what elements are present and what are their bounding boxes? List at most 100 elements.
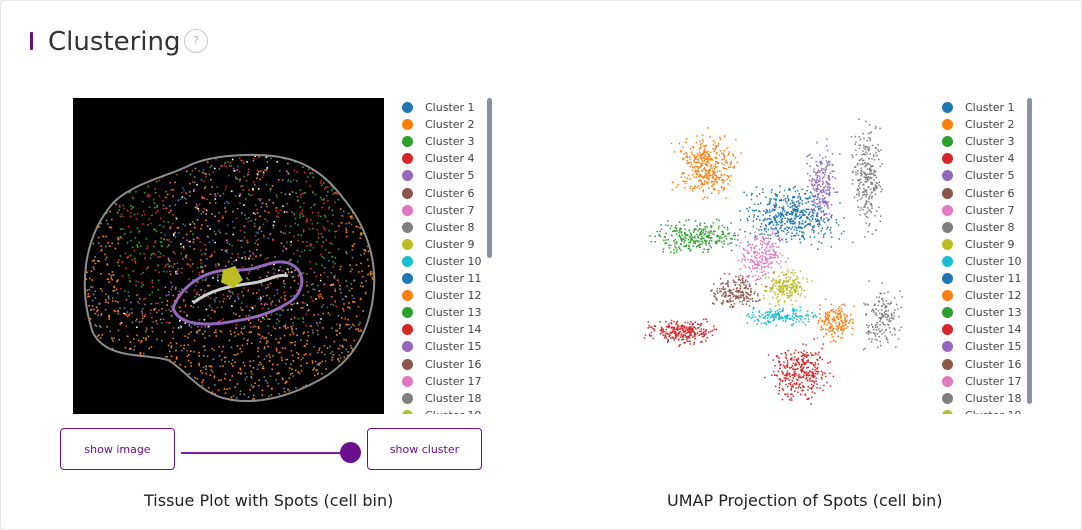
tissue-legend-item[interactable]: Cluster 12 — [402, 287, 482, 304]
legend-dot-icon — [942, 307, 953, 319]
legend-label: Cluster 4 — [425, 152, 475, 166]
legend-dot-icon — [942, 187, 953, 199]
legend-label: Cluster 17 — [965, 374, 1022, 388]
tissue-legend-item[interactable]: Cluster 19 — [402, 407, 482, 414]
tissue-legend-item[interactable]: Cluster 11 — [402, 270, 482, 287]
tissue-plot-canvas — [83, 153, 376, 403]
tissue-legend-item[interactable]: Cluster 18 — [402, 390, 482, 407]
tissue-outline — [83, 153, 376, 403]
legend-dot-icon — [942, 170, 953, 182]
legend-dot-icon — [402, 392, 413, 404]
tissue-legend-item[interactable]: Cluster 17 — [402, 373, 482, 390]
tissue-legend-item[interactable]: Cluster 14 — [402, 321, 482, 338]
legend-dot-icon — [942, 409, 953, 414]
legend-dot-icon — [402, 119, 413, 131]
legend-dot-icon — [402, 136, 413, 148]
legend-dot-icon — [942, 324, 953, 336]
legend-label: Cluster 6 — [965, 186, 1015, 200]
legend-label: Cluster 12 — [965, 289, 1022, 303]
tissue-legend-item[interactable]: Cluster 3 — [402, 133, 475, 150]
legend-dot-icon — [942, 119, 953, 131]
tissue-legend-item[interactable]: Cluster 1 — [402, 99, 475, 116]
legend-dot-icon — [402, 307, 413, 319]
tissue-legend-item[interactable]: Cluster 10 — [402, 253, 482, 270]
legend-dot-icon — [402, 238, 413, 250]
tissue-plot[interactable] — [73, 98, 384, 414]
legend-dot-icon — [942, 273, 953, 284]
legend-dot-icon — [942, 255, 953, 267]
show-image-button[interactable]: show image — [60, 428, 175, 470]
legend-dot-icon — [942, 290, 953, 302]
legend-dot-icon — [942, 102, 953, 113]
tissue-legend-scrollbar[interactable] — [487, 98, 492, 258]
tissue-legend-item[interactable]: Cluster 4 — [402, 150, 475, 167]
legend-label: Cluster 7 — [425, 203, 475, 217]
legend-label: Cluster 1 — [425, 101, 475, 114]
tissue-legend-item[interactable]: Cluster 2 — [402, 116, 475, 133]
legend-label: Cluster 5 — [965, 169, 1015, 183]
umap-legend-item[interactable]: Cluster 10 — [942, 253, 1022, 270]
tissue-legend-item[interactable]: Cluster 7 — [402, 202, 475, 219]
umap-plot-canvas — [643, 118, 903, 405]
legend-dot-icon — [402, 341, 413, 353]
legend-label: Cluster 9 — [425, 237, 475, 251]
show-cluster-button[interactable]: show cluster — [367, 428, 482, 470]
legend-label: Cluster 15 — [965, 340, 1022, 354]
section-title: Clustering — [48, 27, 181, 57]
umap-legend-item[interactable]: Cluster 15 — [942, 338, 1022, 355]
legend-dot-icon — [942, 153, 953, 165]
legend-label: Cluster 17 — [425, 374, 482, 388]
legend-label: Cluster 4 — [965, 152, 1015, 166]
legend-dot-icon — [942, 238, 953, 250]
tissue-legend-item[interactable]: Cluster 16 — [402, 356, 482, 373]
tissue-legend-item[interactable]: Cluster 13 — [402, 304, 482, 321]
slider-knob[interactable] — [340, 442, 361, 463]
legend-dot-icon — [402, 409, 413, 414]
umap-legend-item[interactable]: Cluster 2 — [942, 116, 1015, 133]
tissue-legend-item[interactable]: Cluster 15 — [402, 338, 482, 355]
legend-label: Cluster 6 — [425, 186, 475, 200]
legend-label: Cluster 7 — [965, 203, 1015, 217]
umap-legend-item[interactable]: Cluster 7 — [942, 202, 1015, 219]
tissue-legend-item[interactable]: Cluster 5 — [402, 167, 475, 184]
umap-legend-item[interactable]: Cluster 11 — [942, 270, 1022, 287]
umap-legend-item[interactable]: Cluster 8 — [942, 219, 1015, 236]
legend-dot-icon — [402, 102, 413, 113]
umap-legend-item[interactable]: Cluster 16 — [942, 356, 1022, 373]
umap-legend-item[interactable]: Cluster 12 — [942, 287, 1022, 304]
legend-label: Cluster 19 — [965, 409, 1022, 414]
umap-legend-scrollbar[interactable] — [1027, 98, 1032, 404]
umap-legend-item[interactable]: Cluster 19 — [942, 407, 1022, 414]
help-icon[interactable]: ? — [184, 29, 208, 53]
umap-plot[interactable] — [641, 106, 921, 416]
legend-dot-icon — [942, 136, 953, 148]
umap-legend-item[interactable]: Cluster 18 — [942, 390, 1022, 407]
tissue-legend-item[interactable]: Cluster 6 — [402, 185, 475, 202]
tissue-inner-ring — [171, 260, 304, 326]
umap-legend-item[interactable]: Cluster 14 — [942, 321, 1022, 338]
legend-label: Cluster 10 — [425, 254, 482, 268]
umap-legend-item[interactable]: Cluster 4 — [942, 150, 1015, 167]
legend-dot-icon — [402, 290, 413, 302]
legend-dot-icon — [942, 204, 953, 216]
umap-legend-item[interactable]: Cluster 13 — [942, 304, 1022, 321]
legend-label: Cluster 8 — [425, 220, 475, 234]
legend-label: Cluster 13 — [965, 306, 1022, 320]
legend-label: Cluster 15 — [425, 340, 482, 354]
umap-legend-item[interactable]: Cluster 3 — [942, 133, 1015, 150]
legend-label: Cluster 1 — [965, 101, 1015, 114]
legend-label: Cluster 16 — [425, 357, 482, 371]
umap-legend-item[interactable]: Cluster 1 — [942, 99, 1015, 116]
tissue-legend-item[interactable]: Cluster 8 — [402, 219, 475, 236]
tissue-legend-item[interactable]: Cluster 9 — [402, 236, 475, 253]
umap-legend: Cluster 1 Cluster 2 Cluster 3 Cluster 4 Clus… — [942, 98, 1042, 414]
legend-dot-icon — [402, 221, 413, 233]
umap-legend-item[interactable]: Cluster 17 — [942, 373, 1022, 390]
section-accent-bar — [30, 32, 33, 50]
umap-legend-item[interactable]: Cluster 6 — [942, 185, 1015, 202]
umap-legend-item[interactable]: Cluster 9 — [942, 236, 1015, 253]
umap-legend-item[interactable]: Cluster 5 — [942, 167, 1015, 184]
legend-label: Cluster 12 — [425, 289, 482, 303]
image-cluster-slider[interactable] — [181, 452, 351, 454]
